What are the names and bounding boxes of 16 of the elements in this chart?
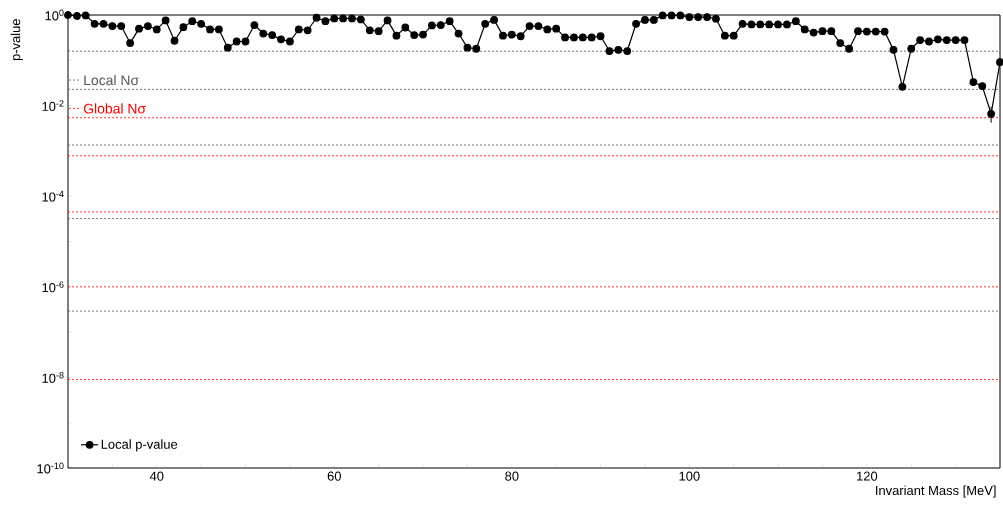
y-tick-label: 10$^{-8}$ bbox=[42, 372, 64, 383]
y-tick-label: 10$^{-6}$ bbox=[42, 281, 64, 293]
y-tick-label: 10$^{-4}$ bbox=[42, 190, 64, 202]
y-tick-label: 10$^{-2}$ bbox=[42, 100, 64, 111]
y-axis-title: p-value bbox=[10, 19, 23, 61]
x-tick-label: 60 bbox=[327, 471, 341, 481]
x-axis-title: Invariant Mass [MeV] bbox=[876, 485, 996, 498]
x-tick-label: 120 bbox=[857, 471, 878, 481]
y-tick-label: 10$^{-10}$ bbox=[37, 462, 64, 474]
x-tick-label: 40 bbox=[149, 471, 164, 481]
ref-line-label: Local Nσ bbox=[84, 74, 139, 86]
ref-line-label: Global Nσ bbox=[83, 103, 146, 114]
x-tick-label: 100 bbox=[679, 471, 700, 481]
x-tick-label: 80 bbox=[505, 471, 519, 481]
legend-label: Local p-value bbox=[101, 439, 178, 452]
y-tick-label: 10$^{0}$ bbox=[45, 9, 64, 21]
